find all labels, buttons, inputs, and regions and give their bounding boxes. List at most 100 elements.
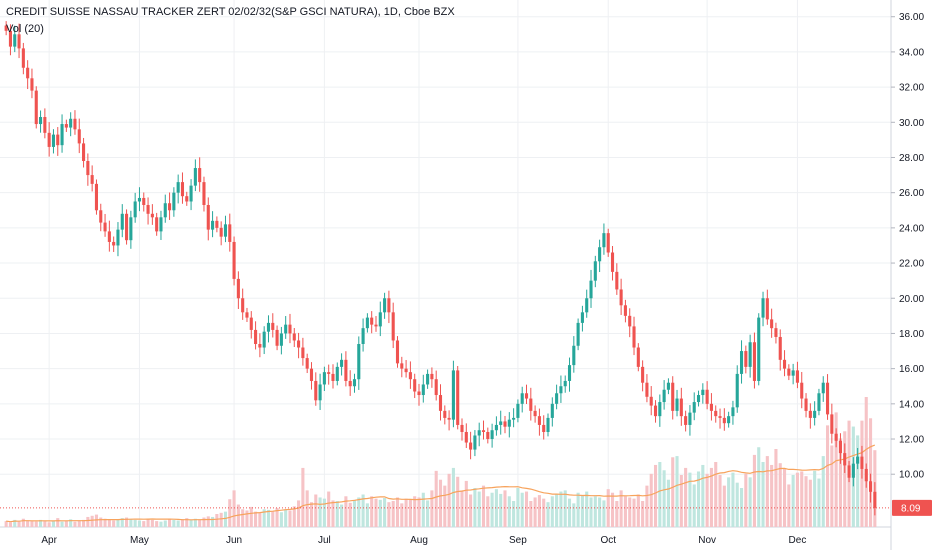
y-tick-label: 26.00: [899, 188, 924, 199]
candle-body: [172, 192, 176, 211]
candle: [408, 361, 412, 389]
y-tick-label: 12.00: [899, 435, 924, 446]
x-tick-label: Nov: [698, 535, 716, 546]
volume-bar: [155, 521, 159, 527]
candle: [142, 192, 146, 212]
candle: [47, 122, 51, 157]
volume-bar: [438, 479, 443, 527]
candle: [503, 415, 507, 434]
candle: [26, 60, 30, 90]
x-tick-label: Jun: [226, 535, 242, 546]
candle-body: [125, 213, 129, 241]
candle: [176, 174, 180, 204]
candle: [464, 423, 468, 448]
volume-bar: [198, 519, 202, 527]
volume-bar: [374, 498, 378, 527]
volume-bar: [82, 519, 86, 527]
y-tick-label: 36.00: [899, 12, 924, 23]
candle-body: [765, 298, 769, 320]
candle-body: [99, 210, 103, 223]
candle: [271, 313, 275, 338]
volume-bar: [705, 473, 709, 527]
volume-bar: [275, 508, 279, 527]
volume-bar: [490, 492, 494, 527]
candle-body: [219, 227, 223, 237]
candle-body: [727, 416, 731, 424]
candle-body: [30, 78, 34, 91]
volume-bar: [245, 510, 249, 527]
volume-bar: [107, 519, 111, 527]
candle-body: [696, 395, 701, 403]
volume-bar: [271, 511, 275, 527]
candle: [490, 423, 494, 448]
volume-bar: [533, 497, 537, 527]
candle: [791, 363, 795, 385]
candle: [838, 433, 842, 464]
candle: [636, 343, 640, 372]
volume-bar: [47, 522, 51, 527]
volume-bar: [228, 499, 232, 527]
candle-body: [447, 417, 451, 420]
candle-body: [146, 204, 150, 214]
candle-body: [585, 298, 589, 313]
candle-body: [748, 342, 752, 367]
candle-body: [869, 481, 873, 492]
candle: [400, 356, 404, 378]
candle: [585, 289, 589, 318]
volume-bar: [757, 447, 761, 527]
volume-bar: [391, 501, 395, 527]
candle: [73, 110, 77, 135]
candle: [550, 397, 554, 427]
candle: [787, 364, 791, 381]
candle-body: [426, 373, 430, 385]
volume-bar: [322, 498, 326, 527]
candle: [808, 403, 812, 429]
volume-bar: [615, 501, 619, 527]
candle: [645, 374, 649, 403]
volume-bar: [658, 462, 662, 527]
volume-bar: [426, 500, 430, 527]
candle: [731, 400, 735, 425]
candle-body: [666, 382, 670, 390]
volume-bar: [671, 457, 675, 527]
candle-body: [628, 315, 632, 327]
candle-body: [176, 182, 180, 193]
candle-body: [537, 416, 541, 425]
volume-bar: [460, 490, 464, 527]
candle-body: [619, 289, 623, 306]
candle-body: [223, 224, 228, 237]
candle-body: [254, 329, 258, 345]
candle: [602, 223, 606, 255]
volume-bar: [413, 496, 417, 527]
candle-body: [658, 402, 662, 417]
candle: [292, 327, 296, 347]
candle-body: [43, 117, 47, 133]
candle: [727, 411, 731, 428]
volume-bar: [709, 467, 713, 527]
volume-bar: [340, 504, 344, 527]
volume-bar: [503, 490, 507, 527]
candle: [696, 390, 701, 407]
candle-body: [8, 30, 12, 47]
candle: [800, 371, 804, 409]
candle-body: [86, 161, 90, 176]
volume-bar: [370, 496, 374, 527]
candle: [520, 386, 524, 413]
volume-bar: [21, 518, 25, 527]
volume-bar: [567, 498, 572, 527]
candle-body: [555, 393, 559, 404]
candle-body: [580, 312, 584, 323]
candle-body: [641, 366, 645, 383]
candle: [481, 420, 486, 440]
candle: [856, 447, 860, 470]
volume-bar: [94, 514, 99, 527]
candle-body: [662, 389, 666, 403]
volume-bar: [666, 479, 670, 527]
x-tick-label: May: [130, 535, 149, 546]
candle-body: [279, 333, 283, 346]
candle-body: [507, 419, 511, 427]
volume-bar: [684, 467, 688, 527]
candle-body: [542, 424, 546, 432]
